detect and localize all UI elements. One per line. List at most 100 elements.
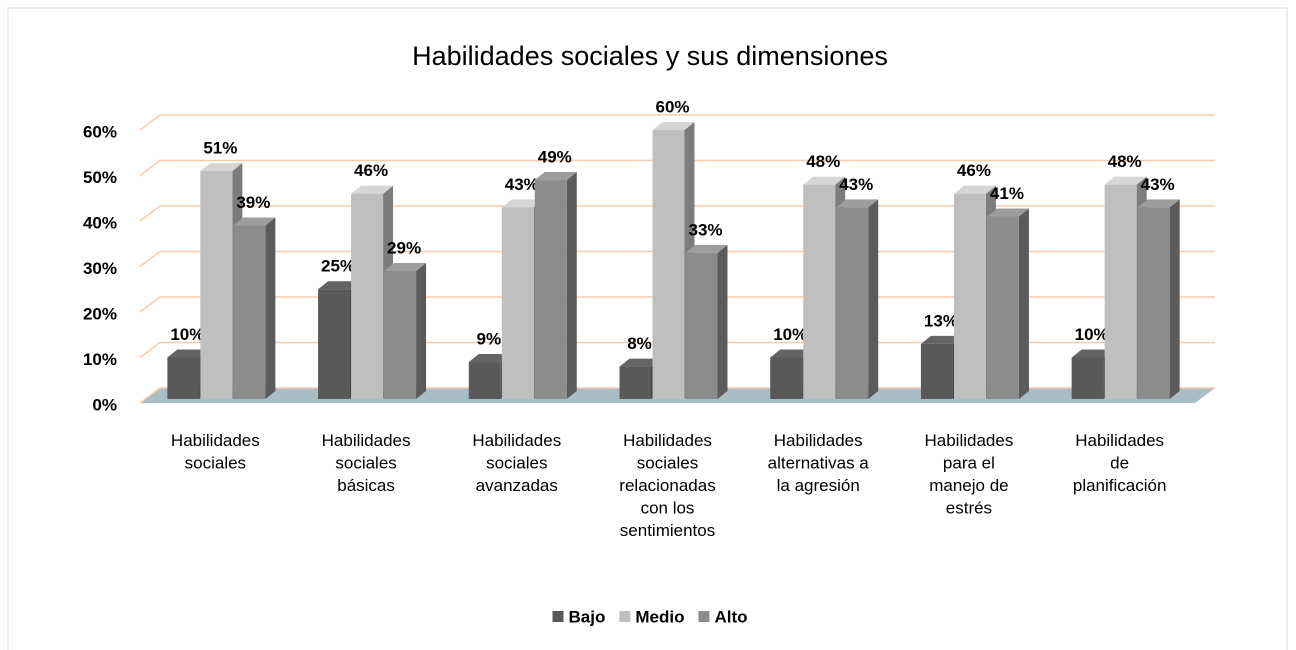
legend-swatch — [552, 611, 564, 622]
data-label: 48% — [806, 152, 840, 171]
bar-front — [534, 180, 567, 399]
bar-top — [1071, 349, 1114, 358]
bar-top — [953, 185, 996, 194]
bar-front — [1104, 184, 1137, 399]
bar-front — [619, 366, 652, 399]
legend-label: Alto — [714, 607, 747, 626]
grid-line — [139, 159, 1215, 177]
bar-top — [233, 217, 276, 226]
grid-line — [139, 114, 1215, 131]
y-tick-label: 20% — [83, 304, 117, 323]
bar — [534, 172, 577, 399]
data-label: 43% — [505, 175, 539, 194]
bar-side — [265, 217, 276, 399]
bar-front — [1071, 357, 1104, 399]
data-label: 46% — [957, 161, 991, 180]
data-label: 10% — [1075, 325, 1109, 344]
legend-label: Medio — [635, 607, 684, 626]
bar-front — [953, 193, 986, 399]
bar-top — [534, 172, 577, 181]
data-label: 9% — [476, 330, 501, 349]
bar-front — [803, 184, 836, 399]
data-label: 43% — [1141, 175, 1175, 194]
data-label: 25% — [321, 257, 355, 276]
bar-top — [986, 208, 1029, 217]
bar — [1137, 199, 1180, 399]
bar — [836, 199, 879, 399]
bar-top — [836, 199, 879, 208]
bar-top — [1137, 199, 1180, 208]
data-label: 48% — [1108, 152, 1142, 171]
bar-top — [167, 349, 210, 358]
bar-top — [652, 122, 695, 130]
legend-swatch — [698, 611, 710, 622]
bar-top — [619, 358, 662, 367]
x-tick-label: Habilidades sociales básicas — [322, 431, 411, 495]
bar — [685, 244, 728, 399]
bar-front — [920, 343, 953, 399]
bar-front — [770, 357, 803, 399]
x-tick-label: Habilidades para el manejo de estrés — [925, 431, 1014, 518]
y-tick-label: 40% — [83, 213, 117, 232]
bar-front — [1137, 207, 1170, 399]
data-label: 51% — [203, 138, 237, 157]
bar-front — [468, 362, 501, 399]
bar — [384, 263, 427, 399]
bar-front — [836, 207, 869, 399]
bar-top — [468, 354, 511, 363]
y-tick-label: 10% — [83, 350, 117, 369]
data-label: 39% — [236, 193, 270, 212]
data-label: 43% — [839, 175, 873, 194]
bar-top — [770, 349, 813, 358]
data-label: 41% — [990, 184, 1024, 203]
y-tick-label: 0% — [92, 395, 117, 414]
bar — [233, 217, 276, 399]
bar-front — [986, 216, 1019, 399]
x-tick-label: Habilidades de planificación — [1073, 431, 1167, 495]
bar-top — [920, 335, 963, 344]
bar-side — [566, 172, 577, 399]
bar-side — [717, 244, 728, 399]
bar-top — [803, 176, 846, 185]
bar-front — [318, 289, 351, 399]
bar-top — [318, 281, 361, 290]
chart-title: Habilidades sociales y sus dimensiones — [412, 41, 888, 71]
bar-side — [1169, 199, 1180, 399]
bar-top — [384, 263, 427, 272]
bar-front — [233, 225, 266, 399]
y-tick-label: 50% — [83, 168, 117, 187]
bar-front — [384, 271, 417, 399]
y-tick-label: 30% — [83, 259, 117, 278]
bar-front — [652, 130, 685, 399]
bar-front — [351, 193, 384, 399]
data-label: 33% — [688, 220, 722, 239]
data-label: 29% — [387, 239, 421, 258]
x-tick-label: Habilidades sociales — [171, 431, 260, 473]
data-label: 60% — [655, 97, 689, 116]
data-label: 46% — [354, 161, 388, 180]
bar-top — [200, 162, 243, 171]
bar-side — [1018, 208, 1029, 399]
bar-front — [167, 357, 200, 399]
bar-side — [416, 263, 427, 399]
y-tick-label: 60% — [83, 122, 117, 141]
bar — [986, 208, 1029, 399]
x-tick-label: Habilidades sociales relacionadas con los se… — [619, 431, 715, 540]
bar-side — [868, 199, 879, 399]
bar-top — [501, 199, 544, 208]
data-label: 10% — [773, 325, 807, 344]
bar-front — [200, 170, 233, 399]
legend-label: Bajo — [569, 607, 606, 626]
bar-top — [1104, 176, 1147, 185]
bar-top — [685, 244, 728, 253]
data-label: 49% — [538, 148, 572, 167]
x-tick-label: Habilidades alternativas a la agresión — [768, 431, 870, 495]
bar-front — [501, 207, 534, 399]
data-label: 8% — [627, 334, 652, 353]
x-tick-label: Habilidades sociales avanzadas — [472, 431, 561, 495]
bar-top — [351, 185, 394, 194]
data-label: 10% — [170, 325, 204, 344]
data-label: 13% — [924, 311, 958, 330]
bar-front — [685, 252, 718, 399]
